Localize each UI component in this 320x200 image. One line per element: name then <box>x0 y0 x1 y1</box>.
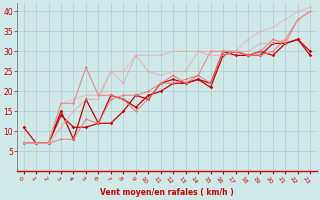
X-axis label: Vent moyen/en rafales ( km/h ): Vent moyen/en rafales ( km/h ) <box>100 188 234 197</box>
